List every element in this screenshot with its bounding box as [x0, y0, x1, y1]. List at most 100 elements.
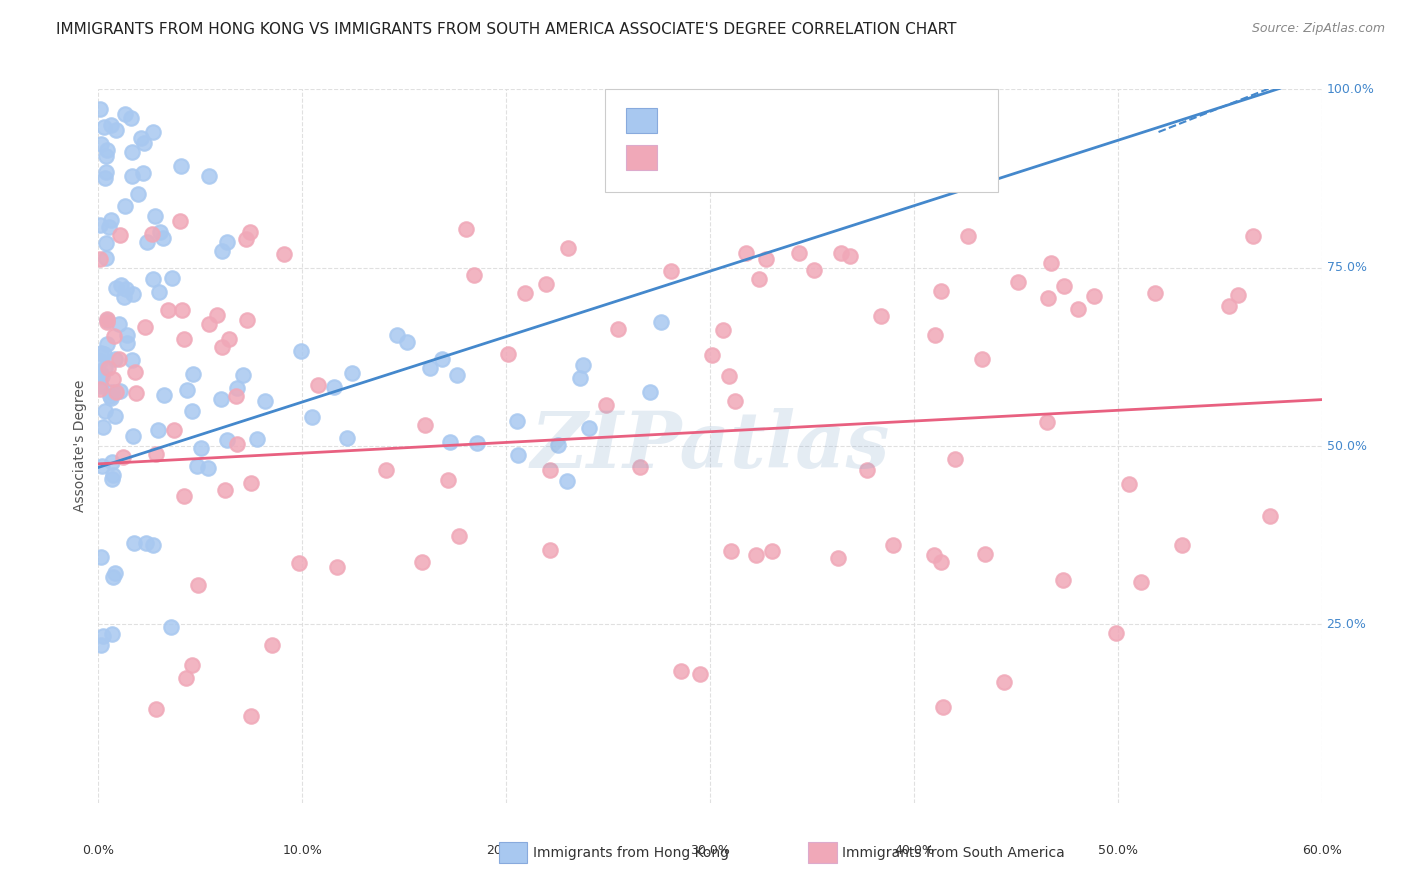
Point	[235, 232, 257, 246]
Point	[103, 372, 125, 386]
Text: 50.0%: 50.0%	[1326, 440, 1367, 452]
Point	[496, 347, 519, 361]
Point	[96, 315, 118, 329]
Point	[447, 529, 470, 543]
Point	[970, 352, 993, 367]
Point	[89, 252, 111, 266]
Point	[467, 435, 489, 450]
Point	[96, 313, 118, 327]
Point	[1052, 573, 1074, 587]
Point	[108, 352, 131, 367]
Point	[273, 247, 295, 261]
Point	[110, 227, 132, 242]
Point	[734, 245, 756, 260]
Point	[437, 473, 460, 487]
Point	[135, 235, 157, 249]
Text: 30.0%: 30.0%	[690, 844, 730, 857]
Point	[1036, 415, 1059, 429]
Point	[225, 389, 247, 403]
Point	[547, 438, 569, 452]
Point	[198, 318, 221, 332]
Point	[689, 666, 711, 681]
Text: Immigrants from Hong Kong: Immigrants from Hong Kong	[533, 846, 728, 860]
Point	[1067, 301, 1090, 316]
Point	[96, 251, 118, 265]
Point	[569, 371, 592, 385]
Point	[239, 225, 262, 239]
Point	[197, 460, 219, 475]
Point	[101, 384, 124, 399]
Point	[148, 285, 170, 299]
Text: N =: N =	[748, 151, 782, 165]
Point	[1036, 292, 1059, 306]
Point	[439, 434, 461, 449]
Point	[93, 170, 115, 185]
Point	[104, 566, 127, 580]
Text: 107: 107	[776, 151, 808, 165]
Point	[211, 244, 233, 259]
Point	[100, 455, 122, 469]
Point	[173, 332, 195, 346]
Point	[146, 423, 169, 437]
Point	[174, 671, 197, 685]
Text: 112: 112	[776, 113, 808, 128]
Point	[419, 361, 441, 376]
Point	[114, 281, 136, 295]
Point	[607, 321, 630, 335]
Point	[94, 360, 117, 375]
Point	[638, 384, 661, 399]
Point	[132, 165, 155, 179]
Point	[91, 369, 114, 384]
Point	[717, 368, 740, 383]
Point	[659, 264, 682, 278]
Point	[94, 149, 117, 163]
Point	[374, 463, 396, 477]
Point	[803, 263, 825, 277]
Point	[1105, 626, 1128, 640]
Point	[112, 450, 135, 464]
Point	[122, 536, 145, 550]
Point	[827, 550, 849, 565]
Point	[170, 303, 193, 318]
Text: 50.0%: 50.0%	[1098, 844, 1137, 857]
Point	[170, 159, 193, 173]
Point	[181, 404, 204, 418]
Point	[93, 404, 115, 418]
Point	[411, 555, 433, 569]
Point	[169, 214, 191, 228]
Point	[132, 136, 155, 150]
Point	[90, 638, 112, 652]
Point	[557, 241, 579, 255]
Point	[89, 377, 111, 392]
Point	[1218, 299, 1240, 313]
Text: 25.0%: 25.0%	[1326, 618, 1367, 631]
Point	[214, 483, 236, 498]
Point	[176, 383, 198, 397]
Text: 0.221: 0.221	[697, 113, 745, 128]
Point	[446, 368, 468, 382]
Point	[215, 235, 238, 249]
Point	[129, 131, 152, 145]
Point	[1258, 509, 1281, 524]
Point	[101, 627, 124, 641]
Point	[288, 556, 311, 570]
Point	[922, 548, 945, 562]
Point	[135, 536, 157, 550]
Point	[974, 547, 997, 561]
Point	[115, 328, 138, 343]
Point	[110, 278, 132, 293]
Point	[205, 308, 228, 322]
Point	[98, 220, 121, 235]
Point	[108, 317, 131, 331]
Point	[1241, 229, 1264, 244]
Point	[225, 437, 247, 451]
Point	[538, 543, 561, 558]
Point	[456, 222, 478, 236]
Text: 0.0%: 0.0%	[83, 844, 114, 857]
Point	[342, 366, 364, 380]
Point	[142, 125, 165, 139]
Point	[112, 289, 135, 303]
Text: Source: ZipAtlas.com: Source: ZipAtlas.com	[1251, 22, 1385, 36]
Point	[578, 421, 600, 435]
Point	[98, 389, 121, 403]
